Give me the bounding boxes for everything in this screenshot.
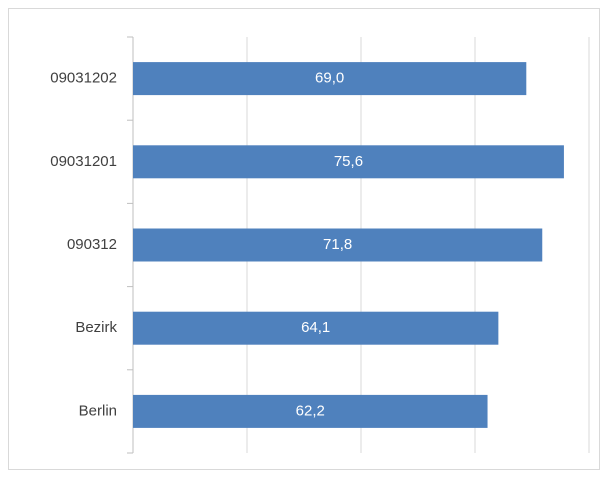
bar [133,145,564,179]
y-tick-label: Bezirk [75,319,117,336]
value-label: 69,0 [315,70,344,87]
value-label: 64,1 [301,319,330,336]
y-tick-label: 09031202 [50,70,117,87]
y-tick-label: Berlin [79,402,117,419]
y-tick-label: 09031201 [50,153,117,170]
value-label: 62,2 [296,402,325,419]
bar [133,62,527,96]
y-tick-label: 090312 [67,236,117,253]
value-label: 75,6 [334,153,363,170]
bar [133,228,543,262]
bar [133,394,488,428]
bar [133,311,499,345]
value-label: 71,8 [323,236,352,253]
